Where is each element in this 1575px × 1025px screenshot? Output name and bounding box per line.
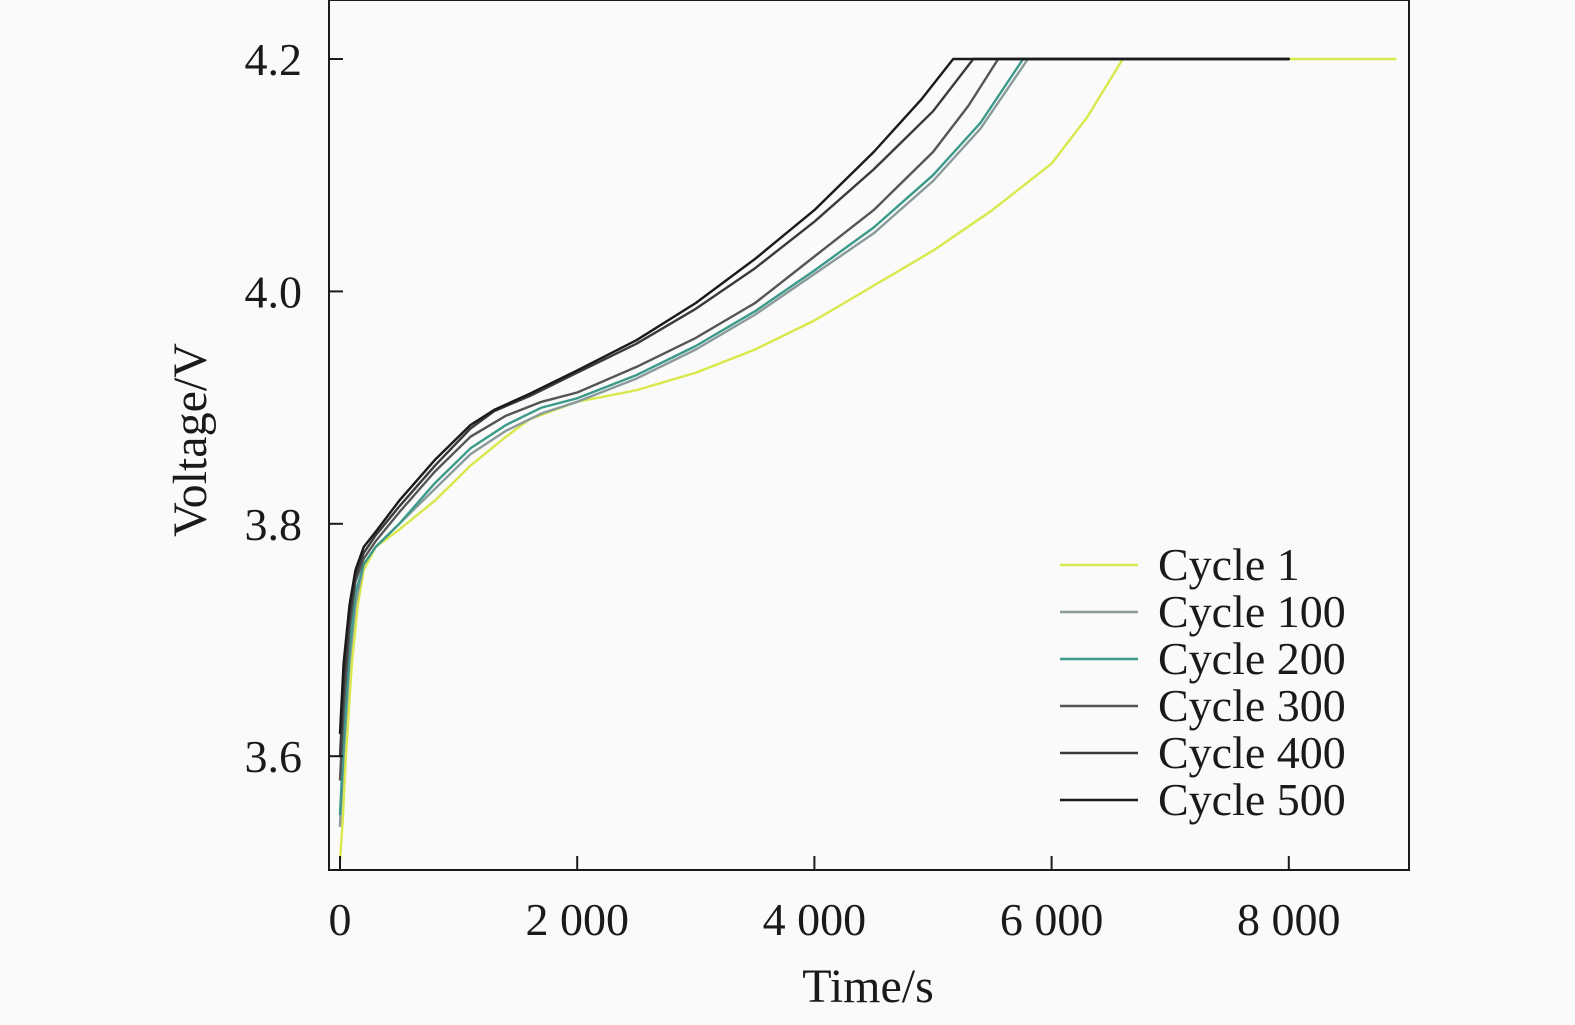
x-tick-label: 0 — [329, 894, 352, 945]
series-line-4 — [338, 57, 1290, 781]
legend-label: Cycle 400 — [1158, 727, 1346, 778]
x-tick-label: 2 000 — [525, 894, 629, 945]
y-tick-label: 3.6 — [245, 731, 303, 782]
x-tick-label: 4 000 — [763, 894, 867, 945]
legend-label: Cycle 200 — [1158, 633, 1346, 684]
plot-frame — [328, 0, 1410, 871]
y-tick-label: 4.0 — [245, 266, 303, 317]
legend-label: Cycle 300 — [1158, 680, 1346, 731]
x-tick-label: 6 000 — [1000, 894, 1104, 945]
x-axis-label: Time/s — [802, 960, 934, 1013]
series-line-2 — [338, 57, 1290, 828]
y-axis-ticks: 3.6 3.8 4.0 4.2 — [245, 34, 343, 782]
series-line-3 — [338, 57, 1290, 816]
series-line-1 — [338, 57, 1397, 862]
legend-label: Cycle 1 — [1158, 539, 1300, 590]
x-tick-label: 8 000 — [1237, 894, 1341, 945]
series-line-5 — [338, 57, 1290, 758]
legend-label: Cycle 100 — [1158, 586, 1346, 637]
x-axis-ticks: 0 2 000 4 000 6 000 8 000 — [329, 856, 1341, 945]
y-axis-label: Voltage/V — [164, 343, 217, 537]
y-tick-label: 4.2 — [245, 34, 303, 85]
plot-lines — [338, 57, 1397, 862]
legend-label: Cycle 500 — [1158, 774, 1346, 825]
series-line-6 — [338, 57, 1290, 735]
y-tick-label: 3.8 — [245, 499, 303, 550]
